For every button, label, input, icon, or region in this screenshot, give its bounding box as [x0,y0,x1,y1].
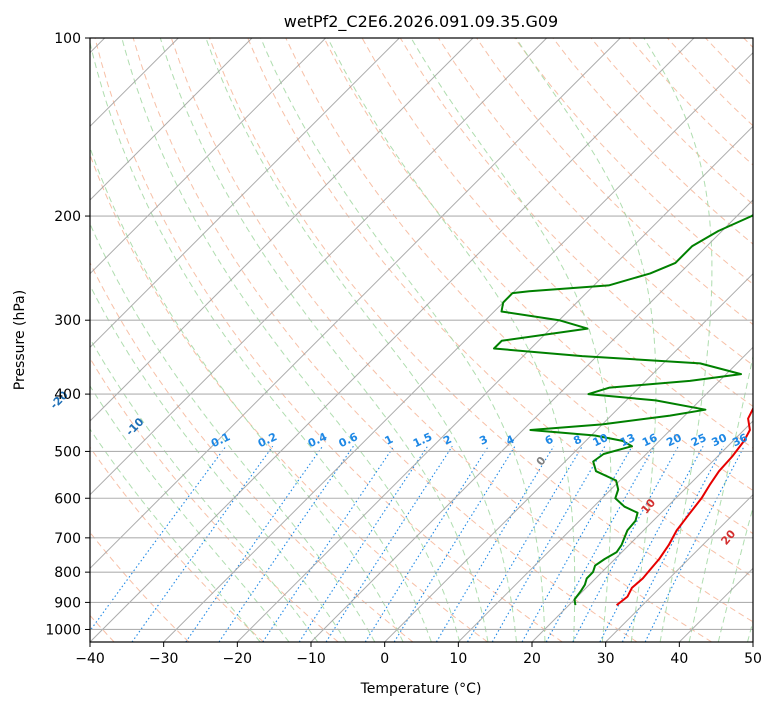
x-tick-label: 0 [380,651,389,667]
moist-adiabat [90,40,432,642]
moist-adiabat [717,505,753,642]
x-tick-label: −40 [75,651,105,667]
mixing-ratio-line [131,445,274,642]
moist-adiabat [90,284,347,642]
moist-adiabat [410,38,612,642]
dry-adiabat [132,38,638,642]
mixing-ratio-label: 36 [730,431,750,449]
mixing-ratio-label: 10 [591,431,611,449]
dry-adiabat [285,38,753,535]
dry-adiabat [323,38,753,492]
dewpoint-profile [493,213,753,606]
moist-adiabat [90,428,261,642]
isotherm [90,38,253,201]
mixing-ratio-line [545,445,655,642]
isotherm [236,125,753,642]
mixing-ratio-line [364,445,489,642]
dry-adiabat [90,446,264,642]
isotherm [90,38,548,496]
mixing-ratio-line [185,445,324,642]
moist-adiabat [90,384,290,642]
temperature-profile [615,406,753,606]
moist-adiabat [260,38,546,642]
isotherm [163,51,753,642]
x-tick-label: 40 [670,651,688,667]
mixing-ratio-label: 20 [664,431,684,449]
isotherm [90,38,621,570]
y-tick-label: 300 [54,313,81,329]
moist-adiabat [643,38,713,642]
moist-adiabat [90,146,404,642]
moist-adiabat [90,337,319,642]
moist-adiabat [205,38,517,642]
y-tick-label: 600 [54,491,81,507]
x-tick-label: −20 [223,651,253,667]
mixing-ratio-line [218,445,354,642]
mixing-ratio-line [521,445,633,642]
isotherm [531,420,753,642]
mixing-ratio-label: 25 [689,431,708,449]
axes: −40 −30 −20 −10 0 10 20 30 40 50 100 200 300 400 500 60… [45,31,762,667]
y-tick-label: 1000 [45,622,81,638]
isotherm [457,346,753,642]
moist-adiabat [515,38,657,642]
isotherm [90,38,327,275]
y-tick-label: 200 [54,209,81,225]
dry-adiabat [514,38,753,285]
isotherm [605,493,753,642]
dry-adiabat [170,38,712,642]
plot-frame [89,37,754,643]
mixing-ratio-line [435,445,555,642]
moist-adiabat [159,38,489,642]
mixing-ratio-line [262,445,395,642]
y-axis-label: Pressure (hPa) [12,290,28,390]
isotherm [310,199,753,642]
isotherm [90,38,400,349]
dry-adiabat [476,38,753,326]
y-tick-label: 700 [54,531,81,547]
dry-adiabat [94,38,563,642]
plot-area [90,38,753,642]
mixing-ratio-line [325,445,453,642]
isotherm [90,38,474,422]
dry-adiabat [209,38,753,623]
moist-adiabat [90,222,376,642]
dry-adiabat [90,261,414,642]
y-tick-label: 900 [54,595,81,611]
y-tick-label: 400 [54,387,81,403]
mixing-ratio-line [621,445,724,642]
dry-adiabat [247,38,753,578]
y-tick-label: 800 [54,565,81,581]
x-tick-label: 20 [523,651,541,667]
y-tick-label: 100 [54,31,81,47]
x-tick-label: 10 [449,651,467,667]
x-tick-label: 50 [744,651,762,667]
x-tick-label: 30 [597,651,615,667]
y-tick-label: 500 [54,444,81,460]
x-axis-label: Temperature (°C) [360,681,482,697]
moist-adiabat [688,353,753,642]
mixing-ratio-line [644,445,745,642]
mixing-ratio-label: 30 [710,431,730,449]
mixing-ratio-line [298,445,429,642]
isotherm [90,38,695,642]
x-tick-label: −10 [296,651,326,667]
dry-adiabat [90,357,339,642]
mixing-ratio-label: 13 [618,431,637,449]
mixing-ratio-line [393,445,516,642]
moist-adiabat [121,38,461,642]
isotherm [384,272,753,642]
x-tick-label: −30 [149,651,179,667]
mixing-ratio-label: 16 [640,431,660,449]
chart-title: wetPf2_C2E6.2026.091.09.35.G09 [284,12,558,32]
